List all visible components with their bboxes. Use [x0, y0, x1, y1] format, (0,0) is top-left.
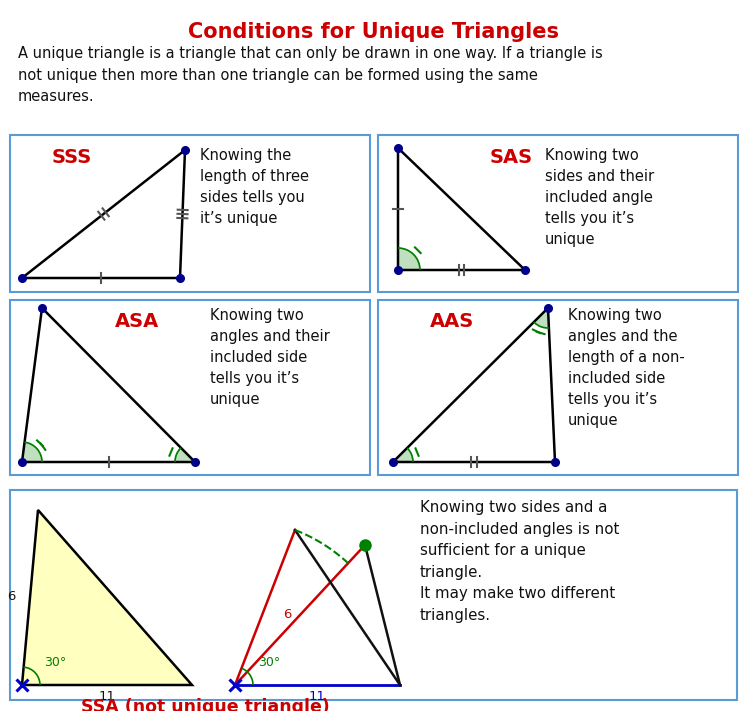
- Text: AAS: AAS: [430, 312, 474, 331]
- Polygon shape: [22, 442, 42, 462]
- Polygon shape: [22, 510, 192, 685]
- Polygon shape: [534, 308, 549, 328]
- Polygon shape: [175, 448, 195, 462]
- Polygon shape: [393, 448, 413, 462]
- Polygon shape: [398, 248, 420, 270]
- FancyBboxPatch shape: [10, 300, 370, 475]
- Text: SSA (not unique triangle): SSA (not unique triangle): [81, 698, 329, 711]
- Text: Knowing the
length of three
sides tells you
it’s unique: Knowing the length of three sides tells …: [200, 148, 309, 226]
- Text: 11: 11: [99, 690, 116, 703]
- Text: 30°: 30°: [44, 656, 66, 669]
- Text: 30°: 30°: [258, 656, 280, 669]
- Text: Knowing two
angles and the
length of a non-
included side
tells you it’s
unique: Knowing two angles and the length of a n…: [568, 308, 685, 428]
- Text: Conditions for Unique Triangles: Conditions for Unique Triangles: [187, 22, 559, 42]
- Text: 6: 6: [7, 591, 16, 604]
- Text: ASA: ASA: [115, 312, 159, 331]
- FancyBboxPatch shape: [378, 135, 738, 292]
- Text: 6: 6: [284, 609, 292, 621]
- FancyBboxPatch shape: [10, 135, 370, 292]
- Text: Knowing two sides and a
non-included angles is not
sufficient for a unique
trian: Knowing two sides and a non-included ang…: [420, 500, 619, 623]
- Text: Knowing two
sides and their
included angle
tells you it’s
unique: Knowing two sides and their included ang…: [545, 148, 654, 247]
- FancyBboxPatch shape: [378, 300, 738, 475]
- FancyBboxPatch shape: [10, 490, 737, 700]
- Text: SSS: SSS: [52, 148, 92, 167]
- Text: A unique triangle is a triangle that can only be drawn in one way. If a triangle: A unique triangle is a triangle that can…: [18, 46, 603, 105]
- Text: 11: 11: [309, 690, 326, 703]
- Text: Knowing two
angles and their
included side
tells you it’s
unique: Knowing two angles and their included si…: [210, 308, 329, 407]
- Text: SAS: SAS: [490, 148, 533, 167]
